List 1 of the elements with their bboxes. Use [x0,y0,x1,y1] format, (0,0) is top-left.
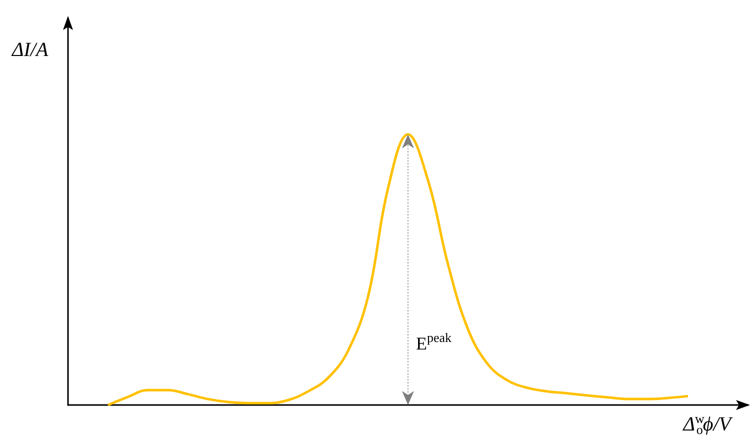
y-axis-title: ΔI/A [11,39,49,61]
